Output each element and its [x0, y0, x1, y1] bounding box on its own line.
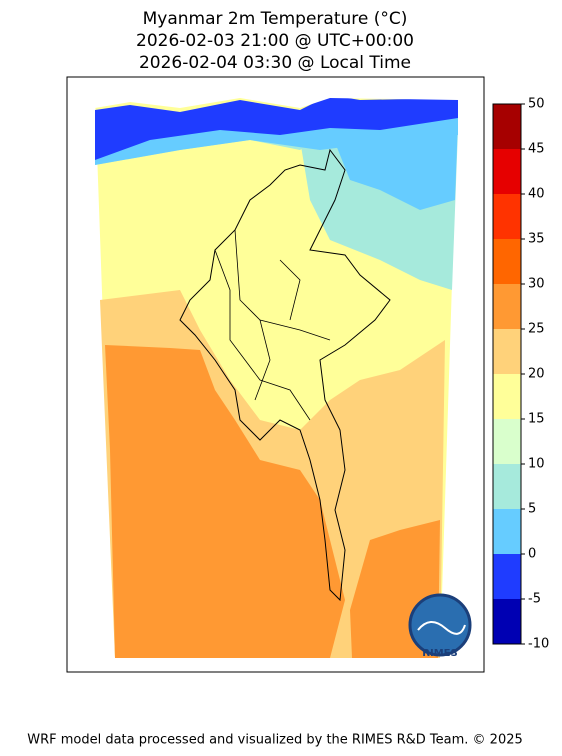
tick-label: 35 [528, 232, 545, 247]
temp-zone [95, 95, 458, 160]
logo-text: RIMES [422, 648, 457, 659]
tick-label: 20 [528, 367, 545, 382]
tick-label: 30 [528, 277, 545, 292]
colorbar: -10 -5 0 5 10 15 20 25 30 35 40 45 50 [492, 97, 549, 652]
no-data [95, 95, 458, 108]
title-line: 2026-02-03 21:00 @ UTC+00:00 [136, 31, 414, 51]
colorbar-bin [493, 374, 521, 419]
tick-label: 50 [528, 97, 545, 112]
logo: RIMES [408, 593, 472, 659]
tick-label: -5 [528, 592, 541, 607]
colorbar-bin [493, 104, 521, 149]
colorbar-bin [493, 149, 521, 194]
title-line: Myanmar 2m Temperature (°C) [143, 9, 408, 29]
colorbar-bin [493, 194, 521, 239]
colorbar-bin [493, 509, 521, 554]
colorbar-bin [493, 464, 521, 509]
tick-label: 40 [528, 187, 545, 202]
tick-label: 10 [528, 457, 545, 472]
tick-label: 45 [528, 142, 545, 157]
colorbar-bin [493, 599, 521, 644]
tick-label: 25 [528, 322, 545, 337]
country-border [179, 148, 391, 602]
admin-border [214, 229, 331, 421]
colorbar-bin [493, 284, 521, 329]
footer: WRF model data processed and visualized … [27, 733, 523, 748]
tick-label: 5 [528, 502, 536, 517]
colorbar-bin [493, 419, 521, 464]
map: RIMES [66, 76, 485, 673]
tick-label: -10 [528, 637, 549, 652]
title-line: 2026-02-04 03:30 @ Local Time [139, 53, 411, 73]
logo-wave [417, 621, 466, 635]
temp-zone [105, 345, 345, 658]
tick-label: 15 [528, 412, 545, 427]
colorbar-bin [493, 554, 521, 599]
tick-label: 0 [528, 547, 536, 562]
colorbar-bin [493, 239, 521, 284]
colorbar-bin [493, 329, 521, 374]
